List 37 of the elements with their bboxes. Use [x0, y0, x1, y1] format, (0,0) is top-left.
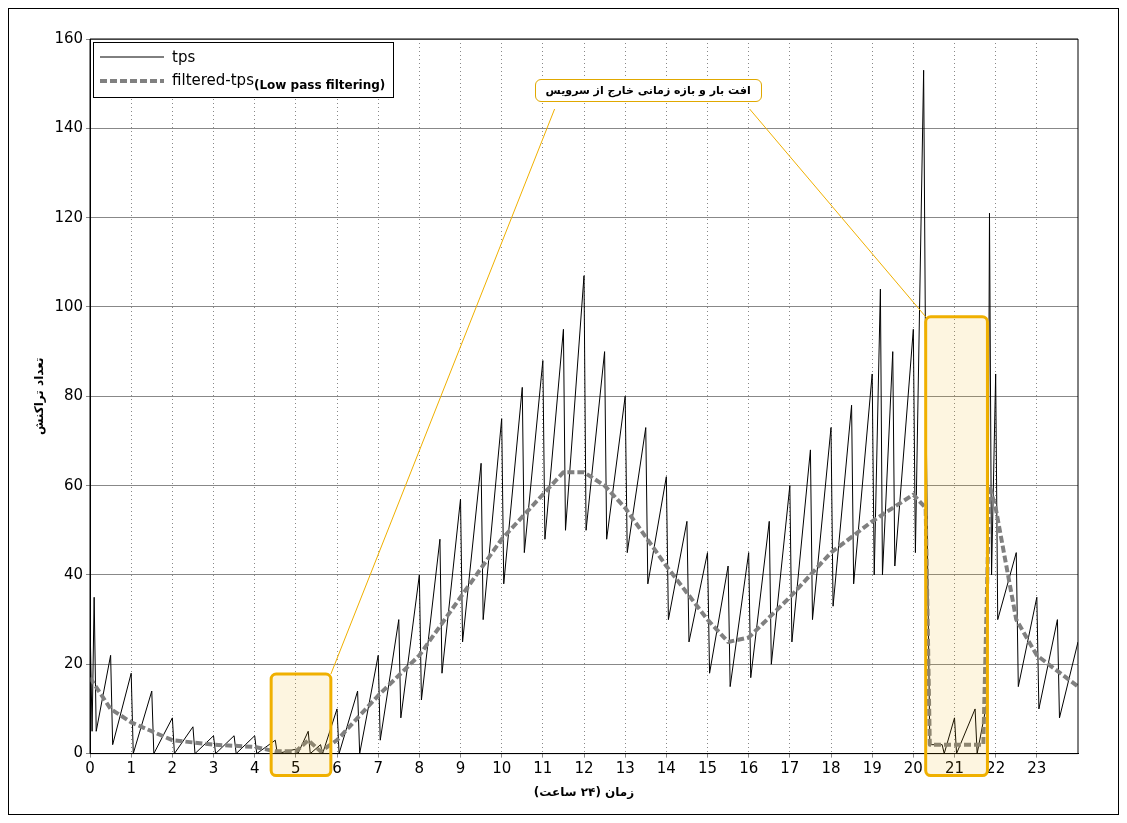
- y-tick-label: 60: [63, 475, 84, 494]
- y-tick-label: 20: [63, 654, 84, 673]
- x-tick-label: 11: [533, 759, 553, 778]
- x-axis-title: زمان (۲۴ ساعت): [533, 784, 635, 799]
- x-tick-label: 5: [291, 759, 301, 778]
- x-tick-label: 3: [208, 759, 219, 778]
- x-tick-label: 21: [944, 759, 965, 778]
- x-tick-label: 22: [986, 759, 1006, 778]
- y-tick-label: 80: [63, 386, 84, 405]
- x-tick-label: 23: [1027, 759, 1047, 778]
- y-tick-label: 40: [63, 564, 84, 583]
- y-tick-label: 0: [73, 743, 84, 762]
- legend-label: filtered-tps$_{(Low pass filtering)}$: [172, 70, 386, 92]
- x-tick-label: 16: [739, 759, 759, 778]
- x-tick-label: 20: [903, 759, 923, 778]
- x-tick-label: 14: [656, 759, 676, 778]
- y-tick-label: 160: [54, 28, 84, 47]
- x-tick-label: 4: [249, 759, 260, 778]
- y-axis-title: تعداد تراکنش: [32, 357, 47, 436]
- x-tick-label: 12: [574, 759, 594, 778]
- x-tick-label: 1: [126, 759, 136, 778]
- x-tick-label: 2: [167, 759, 178, 778]
- y-tick-label: 120: [54, 207, 84, 226]
- x-tick-label: 8: [414, 759, 425, 778]
- x-tick-label: 9: [455, 759, 466, 778]
- x-tick-label: 6: [332, 759, 342, 778]
- y-tick-label: 100: [54, 296, 84, 315]
- legend-label: tps: [172, 48, 196, 66]
- x-tick-label: 19: [862, 759, 882, 778]
- x-tick-label: 10: [492, 759, 512, 778]
- x-tick-label: 15: [697, 759, 718, 778]
- band-label: افت بار و بازه زمانی خارج از سرویس: [534, 79, 762, 102]
- x-tick-label: 7: [373, 759, 383, 778]
- x-tick-label: 17: [780, 759, 800, 778]
- y-tick-label: 140: [54, 118, 84, 137]
- x-tick-label: 13: [615, 759, 635, 778]
- x-tick-label: 18: [821, 759, 841, 778]
